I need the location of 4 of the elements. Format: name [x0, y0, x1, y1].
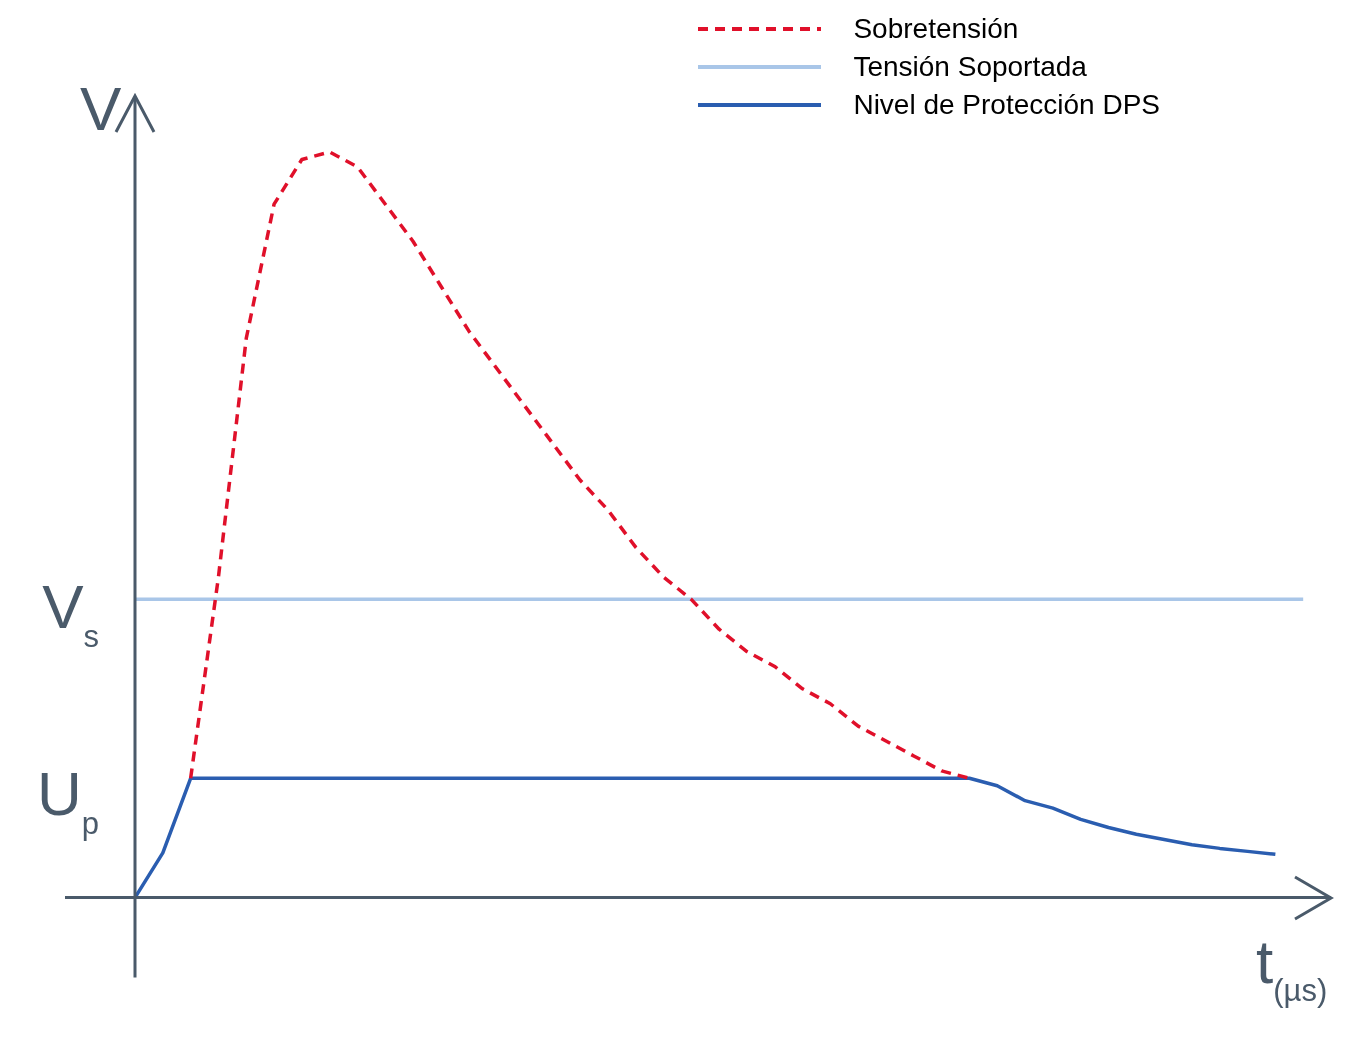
legend-label: Sobretensión	[853, 13, 1019, 45]
legend-label: Nivel de Protección DPS	[853, 89, 1160, 121]
legend-label: Tensión Soportada	[853, 51, 1087, 83]
y-axis-title: V	[80, 74, 122, 143]
